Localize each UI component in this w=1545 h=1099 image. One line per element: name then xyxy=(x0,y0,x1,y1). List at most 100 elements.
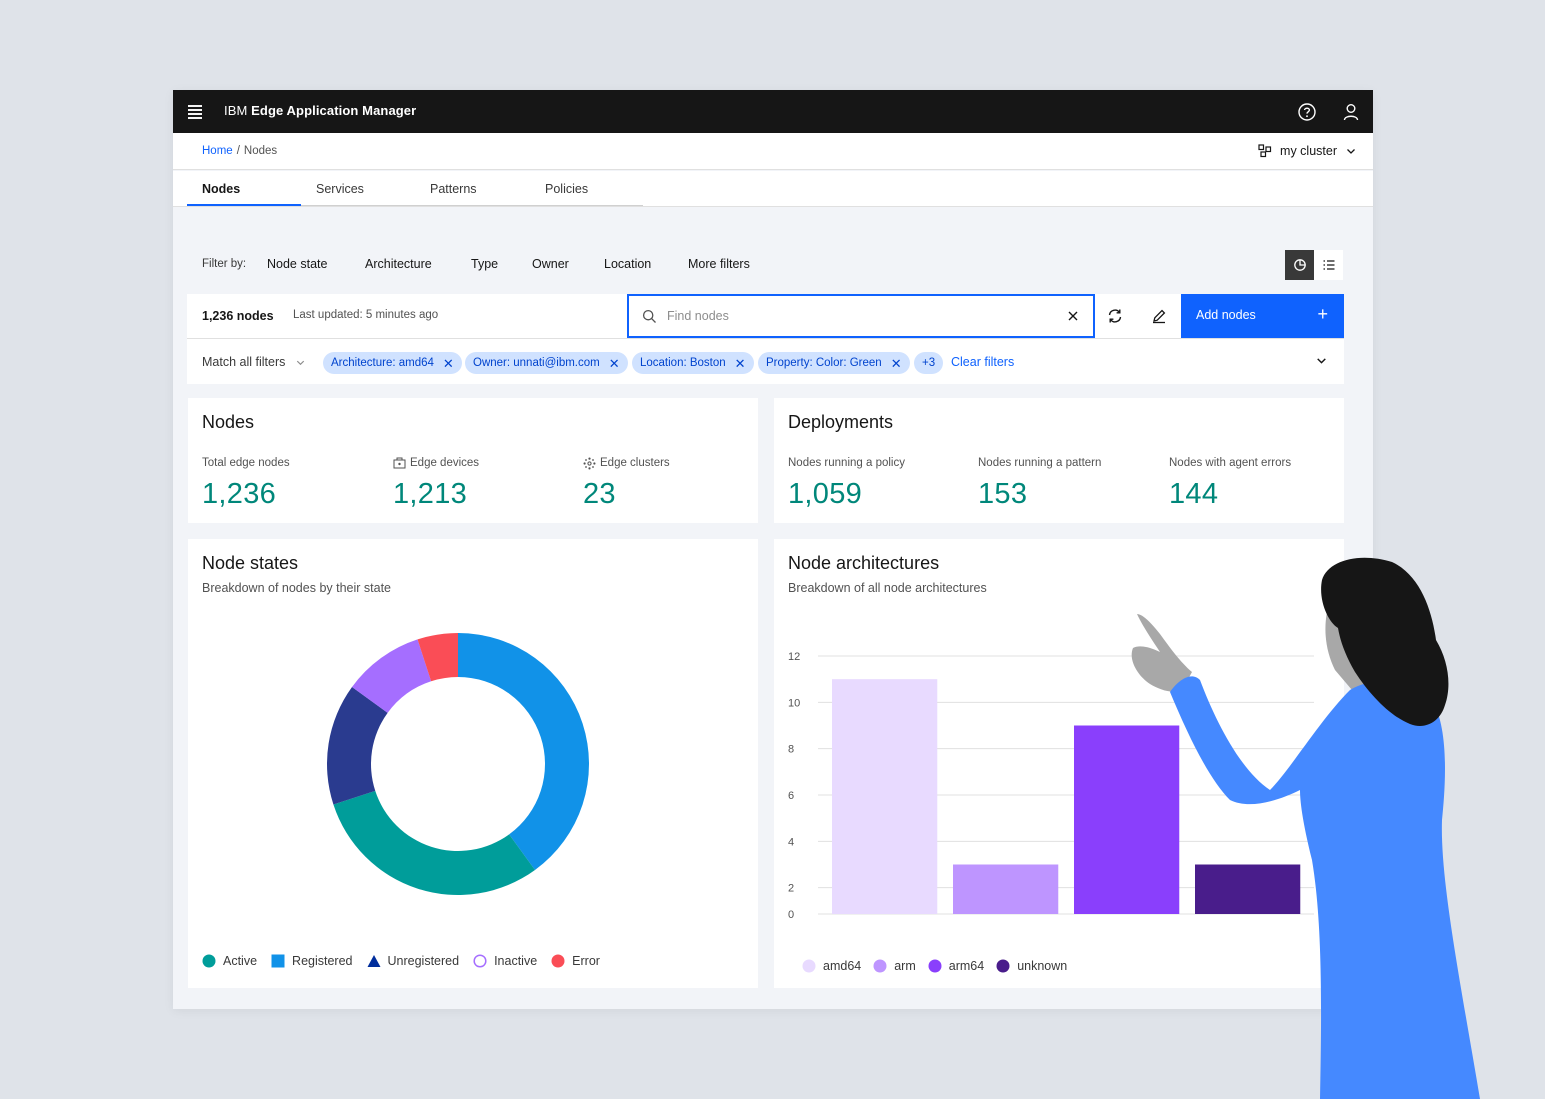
stat-label: Nodes with agent errors xyxy=(1169,457,1292,469)
cluster-icon xyxy=(583,457,596,469)
nodes-toolbar: 1,236 nodes Last updated: 5 minutes ago … xyxy=(187,294,1344,338)
bar-arm[interactable] xyxy=(953,864,1059,915)
close-icon[interactable]: ✕ xyxy=(608,355,620,371)
match-all-label: Match all filters xyxy=(202,355,286,369)
tab-nodes[interactable]: Nodes xyxy=(202,182,241,196)
list-icon xyxy=(1323,260,1334,270)
add-icon: + xyxy=(1317,304,1328,324)
stat-edge-devices: Edge devices 1,213 xyxy=(393,456,479,511)
bar-amd64[interactable] xyxy=(832,679,938,914)
refresh-icon[interactable] xyxy=(1105,306,1125,326)
close-icon[interactable]: ✕ xyxy=(890,355,902,371)
legend-item-error[interactable]: Error xyxy=(551,954,600,968)
clear-search-icon[interactable] xyxy=(1067,310,1079,322)
legend-label: Registered xyxy=(292,954,353,968)
legend-label: unknown xyxy=(1017,959,1068,973)
cluster-icon xyxy=(1258,144,1272,158)
legend-item-unknown[interactable]: unknown xyxy=(996,959,1067,973)
close-icon[interactable]: ✕ xyxy=(442,355,454,371)
filter-type[interactable]: Type xyxy=(471,257,499,271)
user-icon[interactable] xyxy=(1340,101,1362,123)
filter-node-state[interactable]: Node state xyxy=(267,257,328,271)
cluster-switcher[interactable]: my cluster xyxy=(1258,144,1357,158)
tab-bar: Nodes Services Patterns Policies xyxy=(173,171,1373,207)
node-arch-legend: amd64 arm arm64 unknown xyxy=(802,959,1081,973)
filter-location[interactable]: Location xyxy=(604,257,652,271)
circle-icon xyxy=(928,959,942,973)
dashboard-view-button[interactable] xyxy=(1285,250,1314,280)
donut-slice-active[interactable] xyxy=(333,790,535,895)
hamburger-icon[interactable] xyxy=(188,105,202,119)
brand-name: Edge Application Manager xyxy=(251,103,417,118)
bar-arm64[interactable] xyxy=(1074,725,1180,915)
filter-chip-location[interactable]: Location: Boston ✕ xyxy=(632,352,754,374)
stat-label: Nodes running a pattern xyxy=(978,457,1102,469)
circle-icon xyxy=(202,954,216,968)
tab-services[interactable]: Services xyxy=(316,182,364,196)
stat-edge-clusters: Edge clusters 23 xyxy=(583,456,670,511)
legend-item-amd64[interactable]: amd64 xyxy=(802,959,861,973)
stat-value: 23 xyxy=(583,478,616,510)
card-subtitle: Breakdown of all node architectures xyxy=(788,581,987,595)
tab-patterns[interactable]: Patterns xyxy=(430,182,477,196)
stat-agent-errors: Nodes with agent errors 144 xyxy=(1169,456,1291,511)
match-all-dropdown[interactable]: Match all filters xyxy=(202,355,306,369)
y-tick-label: 10 xyxy=(788,697,800,709)
add-nodes-button[interactable]: Add nodes + xyxy=(1181,294,1344,338)
legend-item-arm64[interactable]: arm64 xyxy=(928,959,984,973)
view-toggle xyxy=(1285,250,1343,280)
card-title: Nodes xyxy=(202,412,255,432)
circle-outline-icon xyxy=(473,954,487,968)
edit-icon[interactable] xyxy=(1149,306,1169,326)
triangle-icon xyxy=(367,955,380,967)
filter-chip-property[interactable]: Property: Color: Green ✕ xyxy=(758,352,910,374)
legend-label: Active xyxy=(223,954,258,968)
legend-label: arm xyxy=(894,959,916,973)
y-tick-label: 12 xyxy=(788,651,800,663)
y-tick-label: 6 xyxy=(788,790,794,802)
donut-slice-inactive[interactable] xyxy=(352,639,432,713)
legend-item-arm[interactable]: arm xyxy=(873,959,916,973)
legend-item-active[interactable]: Active xyxy=(202,954,257,968)
tab-policies[interactable]: Policies xyxy=(545,182,589,196)
bar-unknown[interactable] xyxy=(1195,864,1301,915)
stat-label: Edge clusters xyxy=(600,457,670,469)
breadcrumb-bar: Home / Nodes my cluster xyxy=(173,133,1373,170)
stat-total-edge-nodes: Total edge nodes 1,236 xyxy=(202,456,290,511)
filter-more[interactable]: More filters xyxy=(688,257,750,271)
chevron-down-icon[interactable] xyxy=(1315,354,1328,367)
app-title[interactable]: IBM Edge Application Manager xyxy=(224,103,416,118)
legend-item-inactive[interactable]: Inactive xyxy=(473,954,537,968)
stat-value: 144 xyxy=(1169,478,1219,510)
legend-label: amd64 xyxy=(823,959,862,973)
clear-filters-link[interactable]: Clear filters xyxy=(951,355,1015,369)
breadcrumb-home-link[interactable]: Home xyxy=(202,145,233,157)
legend-label: arm64 xyxy=(948,959,985,973)
legend-label: Unregistered xyxy=(387,954,460,968)
circle-icon xyxy=(873,959,887,973)
donut-slice-error[interactable] xyxy=(417,633,458,682)
filter-chip-architecture[interactable]: Architecture: amd64 ✕ xyxy=(323,352,462,374)
list-view-button[interactable] xyxy=(1314,250,1343,280)
help-icon[interactable] xyxy=(1296,101,1318,123)
y-tick-label: 8 xyxy=(788,744,794,756)
filter-owner[interactable]: Owner xyxy=(532,257,569,271)
add-nodes-label: Add nodes xyxy=(1196,308,1256,322)
stat-value: 153 xyxy=(978,478,1028,510)
more-filters-chip[interactable]: +3 xyxy=(914,352,944,374)
donut-slice-registered[interactable] xyxy=(458,633,589,870)
legend-item-unregistered[interactable]: Unregistered xyxy=(367,954,460,968)
legend-item-registered[interactable]: Registered xyxy=(271,954,353,968)
search-box xyxy=(627,294,1095,338)
y-tick-label: 4 xyxy=(788,836,794,848)
card-title: Node architectures xyxy=(788,553,940,573)
filter-chip-owner[interactable]: Owner: unnati@ibm.com ✕ xyxy=(465,352,628,374)
chip-label: Property: Color: Green xyxy=(766,357,882,369)
donut-slice-unregistered[interactable] xyxy=(327,687,388,805)
stat-running-policy: Nodes running a policy 1,059 xyxy=(788,456,905,511)
search-input[interactable] xyxy=(667,306,1057,326)
nodes-summary-card: Nodes Total edge nodes 1,236 Edge device… xyxy=(188,398,758,523)
filter-label: Filter by: xyxy=(202,258,247,270)
close-icon[interactable]: ✕ xyxy=(734,355,746,371)
filter-architecture[interactable]: Architecture xyxy=(365,257,432,271)
